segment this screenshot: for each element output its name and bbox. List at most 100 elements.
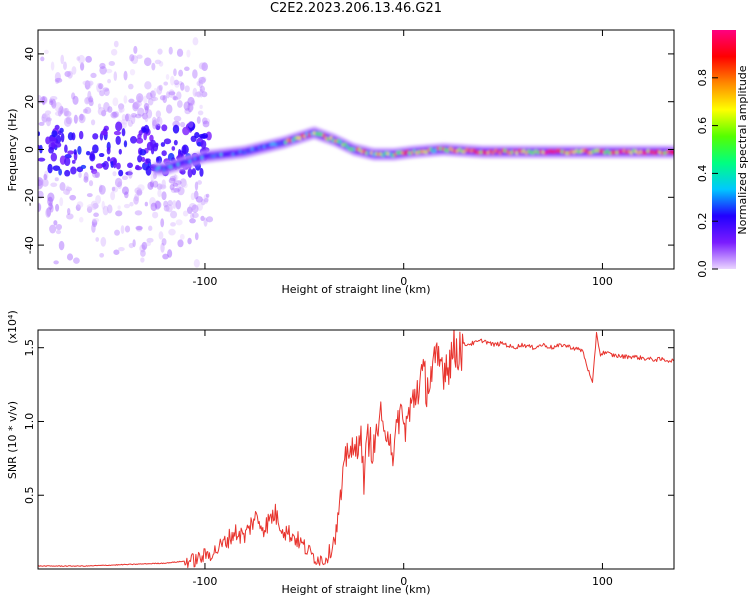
heatmap-cell bbox=[100, 130, 108, 136]
heatmap-cell bbox=[82, 108, 88, 114]
heatmap-cell bbox=[107, 156, 111, 162]
heatmap-cell bbox=[180, 121, 186, 128]
heatmap-cell bbox=[134, 113, 142, 119]
heatmap-cell bbox=[113, 111, 120, 118]
heatmap-cell bbox=[73, 114, 78, 124]
heatmap-cell bbox=[92, 144, 99, 154]
heatmap-cell bbox=[38, 131, 41, 137]
heatmap-cell bbox=[173, 139, 178, 146]
heatmap-cell bbox=[150, 90, 156, 99]
heatmap-cell bbox=[54, 71, 61, 82]
heatmap-cell bbox=[159, 184, 167, 190]
heatmap-cell bbox=[125, 171, 133, 176]
heatmap-cell bbox=[201, 76, 207, 83]
heatmap-cell bbox=[55, 223, 63, 231]
heatmap-cell bbox=[93, 212, 99, 217]
heatmap-cell bbox=[73, 257, 80, 264]
heatmap-cell bbox=[179, 178, 187, 188]
heatmap-cell bbox=[59, 182, 66, 191]
heatmap-cell bbox=[111, 111, 117, 118]
heatmap-cell bbox=[48, 147, 54, 154]
heatmap-cell bbox=[47, 163, 53, 174]
heatmap-cell bbox=[97, 103, 102, 110]
heatmap-cell bbox=[670, 150, 674, 155]
heatmap-cell bbox=[187, 237, 192, 245]
heatmap-cell bbox=[79, 216, 84, 223]
heatmap-cell bbox=[128, 169, 133, 179]
heatmap-cell bbox=[190, 212, 195, 220]
heatmap-cell bbox=[154, 59, 162, 65]
heatmap-cell bbox=[133, 196, 139, 205]
heatmap-cell bbox=[100, 236, 107, 247]
heatmap-cell bbox=[143, 57, 152, 67]
heatmap-cell bbox=[45, 207, 51, 218]
heatmap-cell bbox=[143, 103, 150, 111]
heatmap-cell bbox=[58, 130, 62, 136]
heatmap-cell bbox=[175, 219, 183, 226]
heatmap-cell bbox=[176, 48, 184, 57]
heatmap-cell bbox=[203, 118, 211, 125]
heatmap-cell bbox=[143, 124, 150, 135]
heatmap-cell bbox=[145, 165, 152, 176]
heatmap-cell bbox=[167, 200, 173, 207]
heatmap-cell bbox=[139, 244, 146, 253]
heatmap-cell bbox=[65, 185, 70, 196]
y-tick-label: 1.0 bbox=[23, 413, 36, 431]
heatmap-cell bbox=[178, 80, 183, 86]
heatmap-cell bbox=[41, 178, 49, 187]
heatmap-cell bbox=[142, 112, 148, 120]
heatmap-cell bbox=[194, 181, 199, 191]
heatmap-cell bbox=[132, 239, 136, 248]
heatmap-cell bbox=[92, 170, 99, 178]
heatmap-cell bbox=[176, 184, 182, 192]
heatmap-cell bbox=[200, 140, 207, 149]
heatmap-cell bbox=[54, 77, 63, 83]
heatmap-cell bbox=[205, 193, 210, 198]
heatmap-cell bbox=[64, 107, 70, 117]
heatmap-cell bbox=[117, 205, 121, 210]
heatmap-cell bbox=[88, 180, 94, 187]
heatmap-cell bbox=[187, 120, 194, 128]
heatmap-cell bbox=[153, 87, 157, 95]
heatmap-cell bbox=[134, 210, 143, 216]
heatmap-cell bbox=[186, 206, 193, 214]
heatmap-cell bbox=[196, 91, 202, 98]
heatmap-cell bbox=[46, 207, 52, 217]
heatmap-cell bbox=[168, 177, 176, 184]
heatmap-cell bbox=[144, 113, 149, 123]
heatmap-cell bbox=[147, 98, 154, 106]
heatmap-cell bbox=[191, 168, 197, 176]
x-tick-label: 0 bbox=[400, 275, 407, 288]
heatmap-cell bbox=[110, 48, 118, 56]
heatmap-cell bbox=[198, 76, 206, 84]
heatmap-cell bbox=[54, 111, 63, 117]
heatmap-cell bbox=[203, 194, 209, 205]
x-tick-label: 0 bbox=[400, 575, 407, 588]
spectrogram-x-label: Height of straight line (km) bbox=[281, 283, 430, 296]
heatmap-cell bbox=[200, 199, 206, 206]
heatmap-cell bbox=[111, 186, 119, 193]
heatmap-cell bbox=[128, 242, 134, 249]
heatmap-cell bbox=[170, 222, 176, 227]
heatmap-cell bbox=[46, 117, 53, 122]
heatmap-cell bbox=[188, 121, 195, 132]
heatmap-cell bbox=[152, 180, 159, 188]
heatmap-cell bbox=[92, 220, 98, 226]
heatmap-cell bbox=[86, 206, 93, 213]
heatmap-cell bbox=[102, 205, 109, 216]
heatmap-cell bbox=[204, 197, 209, 203]
heatmap-cell bbox=[132, 102, 139, 112]
heatmap-cell bbox=[76, 56, 81, 61]
heatmap-cell bbox=[55, 79, 59, 85]
colorbar: 0.0 0.2 0.4 0.6 0.8 Normalized spectral ampl… bbox=[696, 30, 749, 278]
heatmap-cell bbox=[154, 200, 161, 210]
heatmap-ridge bbox=[152, 126, 674, 176]
heatmap-cell bbox=[143, 132, 148, 141]
heatmap-cell bbox=[85, 151, 91, 156]
heatmap-cell bbox=[189, 218, 196, 224]
heatmap-cell bbox=[162, 94, 168, 104]
heatmap-cell bbox=[161, 124, 168, 132]
heatmap-cell bbox=[141, 156, 146, 162]
heatmap-cell bbox=[184, 85, 190, 93]
heatmap-cell bbox=[157, 189, 162, 198]
